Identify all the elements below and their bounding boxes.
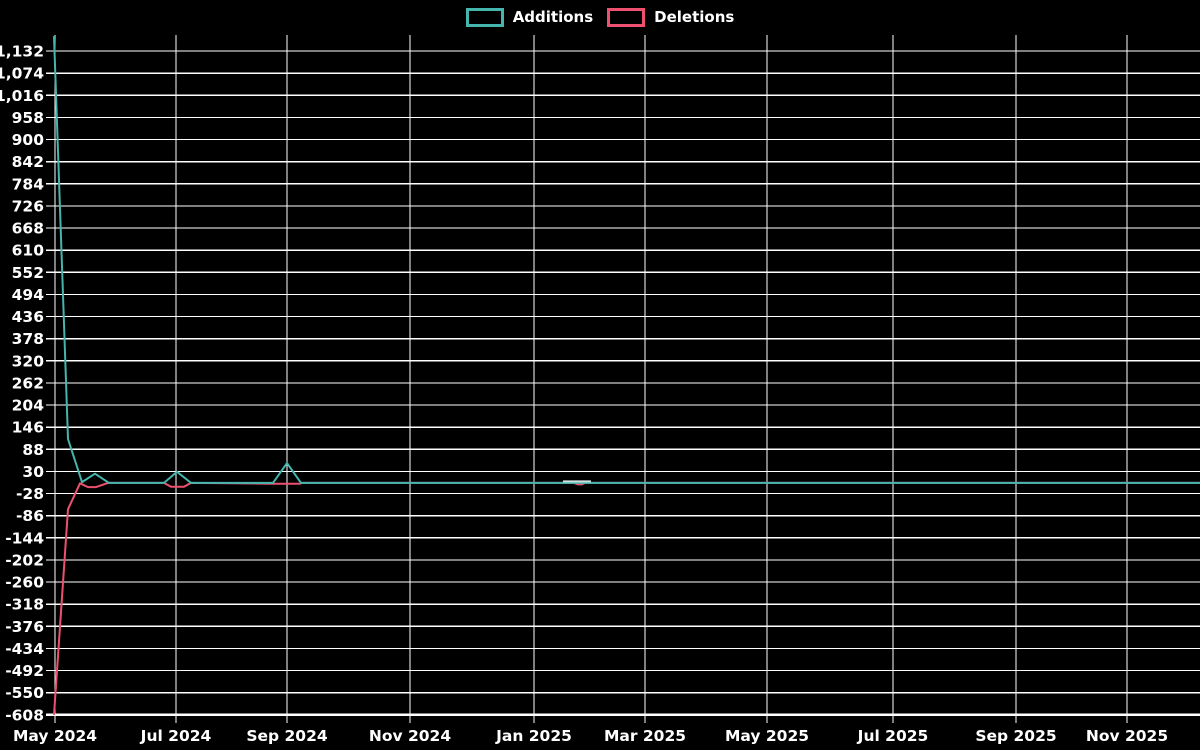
y-axis-label: 30: [22, 463, 44, 481]
y-axis-label: 204: [12, 397, 45, 415]
x-axis-label: Mar 2025: [604, 727, 686, 745]
y-axis-label: 958: [12, 109, 44, 127]
y-axis-label: 900: [12, 131, 45, 149]
y-axis-label: -550: [5, 684, 44, 702]
y-axis-label: 610: [12, 242, 45, 260]
deletions-line: [53, 481, 1200, 715]
x-axis-label: Nov 2024: [369, 727, 451, 745]
y-axis-label: -28: [16, 485, 44, 503]
y-axis-label: 668: [12, 220, 44, 238]
x-axis-label: Sep 2025: [975, 727, 1056, 745]
y-axis-label: -86: [16, 507, 44, 525]
y-axis-label: 378: [12, 330, 44, 348]
y-axis-label: -318: [5, 596, 44, 614]
x-axis-label: Sep 2024: [246, 727, 328, 745]
y-axis-label: 842: [12, 153, 44, 171]
x-axis-label: Jan 2025: [495, 727, 572, 745]
y-axis-label: 552: [12, 264, 44, 282]
y-axis-label: 1,016: [0, 87, 44, 105]
legend-item-additions[interactable]: Additions: [465, 8, 594, 27]
y-axis-label: 436: [12, 308, 44, 326]
y-axis-label: 1,074: [0, 65, 44, 83]
y-axis-label: 494: [12, 286, 45, 304]
y-axis-label: 88: [22, 441, 44, 459]
y-axis-label: -608: [5, 706, 44, 724]
x-axis-label: Nov 2025: [1086, 727, 1168, 745]
y-axis-label: 320: [12, 352, 45, 370]
x-axis-label: May 2024: [13, 727, 97, 745]
y-axis-label: -144: [5, 529, 44, 547]
x-axis-label: Jul 2024: [140, 727, 212, 745]
y-axis-label: 146: [12, 419, 44, 437]
chart-legend: Additions Deletions: [0, 8, 1200, 27]
deletions-swatch-icon: [607, 8, 646, 27]
y-axis-label: -202: [5, 551, 44, 569]
y-axis-label: -434: [5, 640, 44, 658]
x-axis-label: Jul 2025: [857, 727, 929, 745]
y-axis-label: 784: [12, 175, 45, 193]
y-axis-label: 1,132: [0, 43, 44, 61]
additions-swatch-icon: [465, 8, 504, 27]
legend-item-deletions[interactable]: Deletions: [607, 8, 734, 27]
y-axis-label: -376: [5, 618, 44, 636]
legend-label-deletions: Deletions: [654, 8, 735, 26]
y-axis-label: 726: [12, 197, 44, 215]
x-axis-label: May 2025: [725, 727, 809, 745]
y-axis-label: 262: [12, 374, 44, 392]
y-axis-label: -492: [5, 662, 44, 680]
additions-line: [53, 36, 1200, 484]
y-axis-label: -260: [5, 574, 44, 592]
legend-label-additions: Additions: [512, 8, 594, 26]
